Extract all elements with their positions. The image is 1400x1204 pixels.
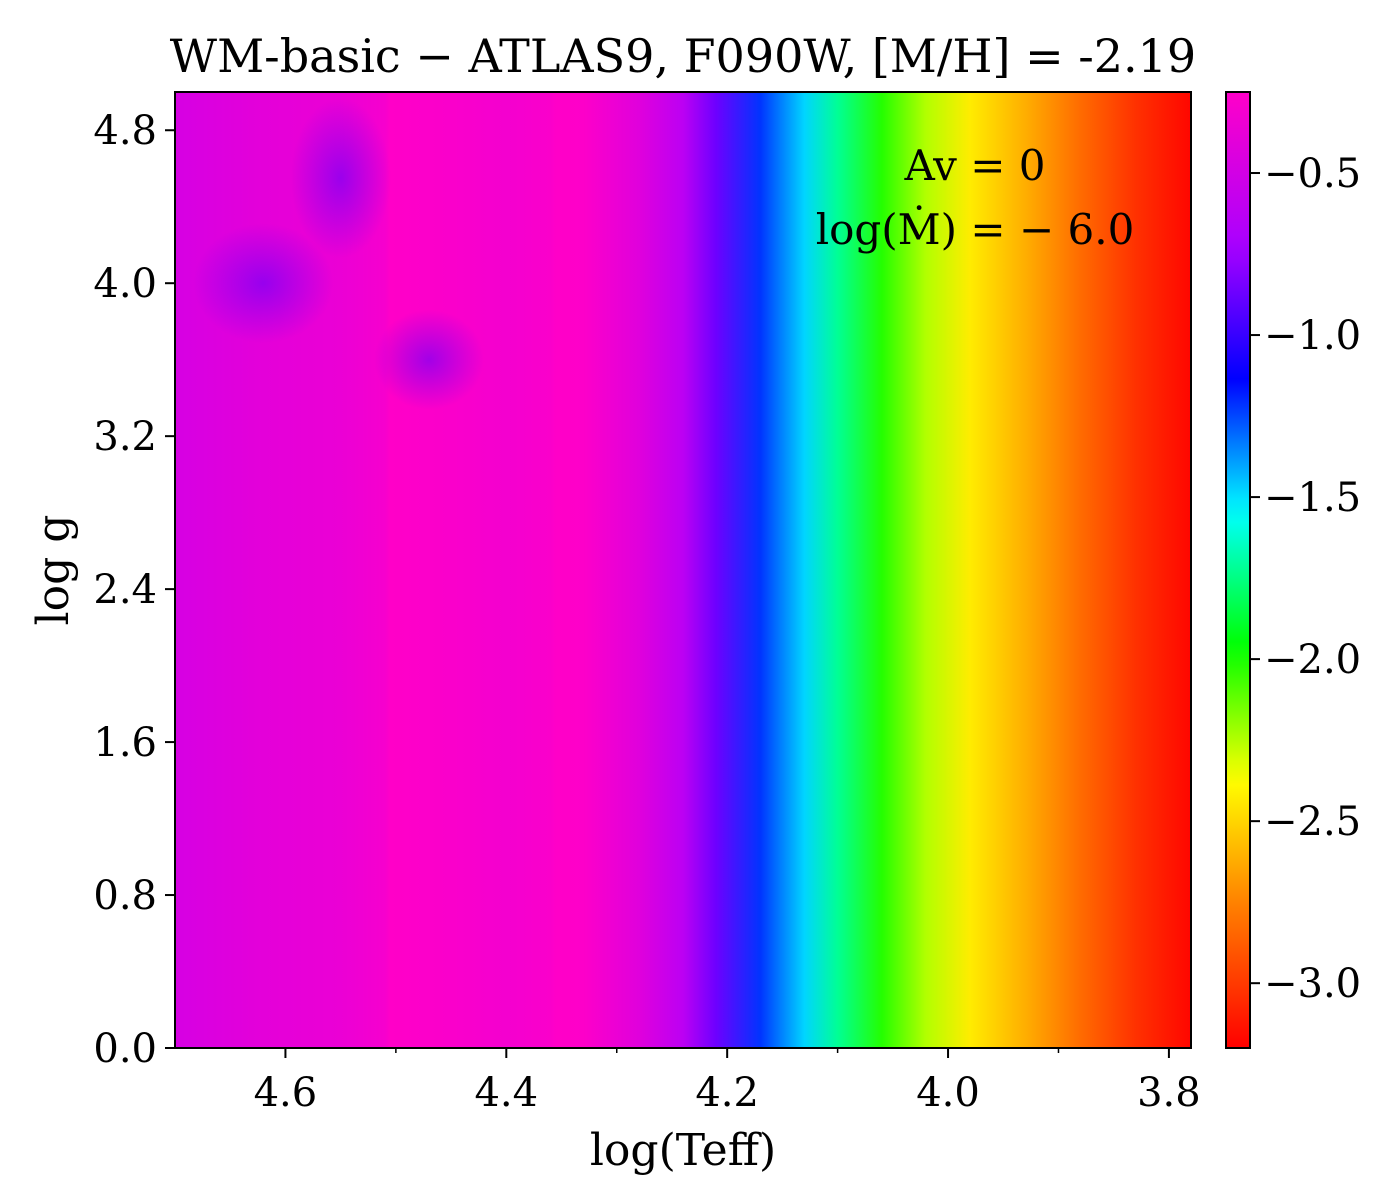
heatmap-shade [374, 309, 484, 410]
y-tick-label: 4.0 [93, 261, 157, 307]
heatmap-shade [290, 98, 391, 259]
colorbar-ticks: −0.5 −1.0 −1.5 −2.0 −2.5 −3.0 [1250, 151, 1361, 1007]
y-tick-label: 2.4 [93, 567, 157, 613]
y-axis-label: log g [28, 515, 79, 626]
colorbar-tick-label: −0.5 [1264, 151, 1361, 197]
annotation-av: Av = 0 [904, 141, 1046, 190]
y-tick-label: 1.6 [93, 720, 157, 766]
colorbar-tick-label: −1.5 [1264, 475, 1361, 521]
chart-title: WM-basic − ATLAS9, F090W, [M/H] = -2.19 [170, 29, 1196, 83]
heatmap-shade [193, 223, 334, 344]
x-tick-label: 4.0 [916, 1070, 980, 1116]
colorbar-tick-label: −3.0 [1264, 961, 1361, 1007]
x-axis-label: log(Teff) [590, 1125, 776, 1176]
plot-area [174, 91, 1192, 1049]
plot-frame [174, 91, 1192, 1049]
annotation-mass-loss: log(Ṁ) = − 6.0 [816, 204, 1135, 254]
colorbar-tick-label: −2.5 [1264, 799, 1361, 845]
x-tick-label: 3.8 [1137, 1070, 1201, 1116]
y-tick-label: 4.8 [93, 108, 157, 154]
x-tick-label: 4.2 [695, 1070, 759, 1116]
x-tick-label: 4.6 [254, 1070, 318, 1116]
y-tick-label: 3.2 [93, 414, 157, 460]
colorbar-tick-label: −1.0 [1264, 313, 1361, 359]
colorbar-tick-label: −2.0 [1264, 637, 1361, 683]
colorbar-gradient [1225, 91, 1251, 1049]
x-axis: 4.6 4.4 4.2 4.0 3.8 [254, 1048, 1201, 1116]
y-tick-label: 0.0 [93, 1026, 157, 1072]
colorbar: −0.5 −1.0 −1.5 −2.0 −2.5 −3.0 [1225, 91, 1361, 1049]
y-axis: 0.0 0.8 1.6 2.4 3.2 4.0 4.8 [93, 108, 175, 1072]
x-tick-label: 4.4 [474, 1070, 538, 1116]
y-tick-label: 0.8 [93, 873, 157, 919]
heatmap-shading [193, 98, 484, 410]
